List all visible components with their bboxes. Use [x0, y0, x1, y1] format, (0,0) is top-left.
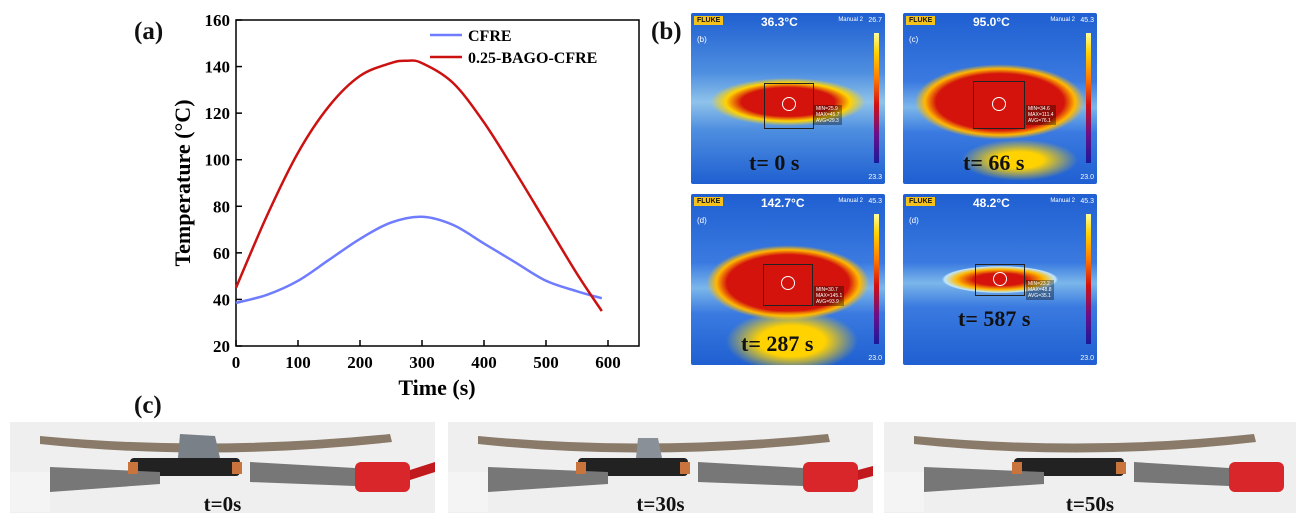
thermal-header: FLUKE 142.7°C Manual 2 45.3	[691, 194, 885, 212]
time-label: t= 587 s	[958, 306, 1031, 331]
y-axis-label: Temperature (°C)	[170, 99, 195, 266]
photo-time-label: t=30s	[636, 492, 685, 513]
thermal-sub-label: (b)	[697, 35, 707, 44]
panel-label-a: (a)	[134, 18, 164, 45]
scale-max: 26.7	[868, 17, 882, 24]
time-label: t= 66 s	[963, 150, 1025, 175]
measurement-box	[764, 83, 814, 129]
scale-min: 23.0	[1080, 355, 1094, 362]
color-scale-bar	[874, 214, 879, 344]
color-scale-bar	[874, 33, 879, 163]
mode-label: Manual 2	[838, 198, 863, 204]
legend: CFRE 0.25-BAGO-CFRE	[430, 28, 597, 67]
x-axis-ticks: 0 100 200 300 400 500 600	[232, 340, 621, 372]
scale-min: 23.0	[1080, 174, 1094, 181]
y-tick-label: 20	[213, 337, 230, 356]
x-tick-label: 600	[595, 353, 621, 372]
stats-box: MIN=23.2 MAX=48.8 AVG=35.1	[1026, 280, 1054, 300]
scale-max: 45.3	[1080, 17, 1094, 24]
time-label: t= 287 s	[741, 331, 814, 356]
photo-time-label: t=0s	[203, 492, 242, 513]
thermal-image-1: FLUKE 36.3°C Manual 2 26.7 (b) 23.3 MIN=…	[691, 13, 885, 184]
photo-time-label: t=50s	[1065, 492, 1115, 513]
brand-badge: FLUKE	[906, 197, 936, 206]
scale-max: 45.3	[868, 198, 882, 205]
center-temp: 95.0°C	[973, 15, 1010, 29]
crosshair-icon	[993, 272, 1007, 286]
thermal-header: FLUKE 48.2°C Manual 2 45.3	[903, 194, 1097, 212]
mode-label: Manual 2	[1050, 17, 1075, 23]
crosshair-icon	[781, 276, 795, 290]
x-tick-label: 100	[285, 353, 311, 372]
thermal-header: FLUKE 95.0°C Manual 2 45.3	[903, 13, 1097, 31]
legend-label: CFRE	[468, 28, 512, 45]
mode-label: Manual 2	[838, 17, 863, 23]
clip-sample-illustration	[10, 434, 435, 512]
panel-label-c: (c)	[134, 392, 162, 419]
y-axis-ticks: 20 40 60 80 100 120 140 160	[205, 11, 242, 356]
deicing-photo-3: t=50s	[884, 422, 1296, 513]
brand-badge: FLUKE	[906, 16, 936, 25]
clip-sample-illustration	[884, 434, 1284, 512]
thermal-image-2: FLUKE 95.0°C Manual 2 45.3 (c) 23.0 MIN=…	[903, 13, 1097, 184]
scale-max: 45.3	[1080, 198, 1094, 205]
color-scale-bar	[1086, 214, 1091, 344]
scale-min: 23.3	[868, 174, 882, 181]
measurement-box	[975, 264, 1025, 296]
x-tick-label: 0	[232, 353, 241, 372]
thermal-sub-label: (c)	[909, 35, 919, 44]
thermal-sub-label: (d)	[697, 216, 707, 225]
x-tick-label: 400	[471, 353, 497, 372]
x-tick-label: 300	[409, 353, 435, 372]
clip-sample-illustration	[448, 434, 873, 512]
measurement-box	[973, 81, 1025, 129]
thermal-image-3: FLUKE 142.7°C Manual 2 45.3 (d) 23.0 MIN…	[691, 194, 885, 365]
center-temp: 48.2°C	[973, 196, 1010, 210]
series-line-2	[234, 59, 603, 312]
stats-box: MIN=34.6 MAX=111.4 AVG=76.1	[1026, 105, 1056, 125]
thermal-image-4: FLUKE 48.2°C Manual 2 45.3 (d) 23.0 MIN=…	[903, 194, 1097, 365]
y-tick-label: 100	[205, 151, 231, 170]
crosshair-icon	[782, 97, 796, 111]
stats-box: MIN=30.7 MAX=145.1 AVG=93.9	[814, 286, 845, 306]
y-tick-label: 40	[213, 290, 230, 309]
panel-label-b: (b)	[651, 18, 682, 45]
y-tick-label: 60	[213, 244, 230, 263]
center-temp: 142.7°C	[761, 196, 805, 210]
plot-frame	[235, 19, 640, 347]
stats-box: MIN=25.9 MAX=45.7 AVG=29.3	[814, 105, 842, 125]
crosshair-icon	[992, 97, 1006, 111]
series-line-1	[235, 215, 603, 305]
x-tick-label: 200	[347, 353, 373, 372]
time-label: t= 0 s	[749, 150, 800, 175]
y-tick-label: 160	[205, 11, 231, 30]
brand-badge: FLUKE	[694, 197, 724, 206]
brand-badge: FLUKE	[694, 16, 724, 25]
x-axis-label: Time (s)	[398, 375, 475, 400]
legend-label: 0.25-BAGO-CFRE	[468, 50, 597, 67]
scale-min: 23.0	[868, 355, 882, 362]
thermal-sub-label: (d)	[909, 216, 919, 225]
temperature-time-chart: 20 40 60 80 100 120 140 160 0 100 200 300 400 500 600…	[170, 11, 640, 400]
y-tick-label: 80	[213, 197, 230, 216]
deicing-photo-2: t=30s	[448, 422, 873, 513]
deicing-photo-1: t=0s	[10, 422, 435, 513]
color-scale-bar	[1086, 33, 1091, 163]
mode-label: Manual 2	[1050, 198, 1075, 204]
thermal-header: FLUKE 36.3°C Manual 2 26.7	[691, 13, 885, 31]
data-lines	[234, 59, 603, 312]
center-temp: 36.3°C	[761, 15, 798, 29]
x-tick-label: 500	[533, 353, 559, 372]
y-tick-label: 120	[205, 104, 231, 123]
measurement-box	[763, 264, 813, 306]
y-tick-label: 140	[205, 58, 231, 77]
